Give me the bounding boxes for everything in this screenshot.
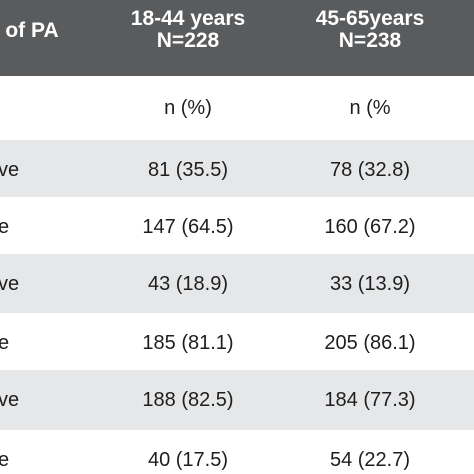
row-label: ve (0, 273, 20, 295)
table-row: e 185 (81.1) 205 (86.1) (0, 313, 474, 374)
cell-18-44: 43 (18.9) (147, 273, 229, 295)
row-label: ve (0, 389, 20, 411)
table-row: ve 188 (82.5) 184 (77.3) (0, 370, 474, 431)
header-45-65-years: 45-65years N=238 (290, 8, 450, 68)
cell-45-65: 184 (77.3) (324, 389, 416, 411)
table-row: n (%) n (% (0, 76, 474, 140)
cell-45-65: 54 (22.7) (329, 449, 411, 471)
cell-18-44: 188 (82.5) (142, 389, 234, 411)
table-row: ve 43 (18.9) 33 (13.9) (0, 254, 474, 315)
table-row: e 147 (64.5) 160 (67.2) (0, 197, 474, 258)
header-line: 18-44 years (130, 7, 246, 30)
header-line: 45-65years (315, 7, 425, 30)
cell-18-44: n (%) (164, 97, 212, 119)
cell-45-65: n (% (349, 97, 391, 119)
header-line: N=238 (338, 29, 402, 52)
header-line: N=228 (156, 29, 220, 52)
row-label: ve (0, 159, 20, 181)
header-line: el of PA (0, 19, 59, 42)
cell-45-65: 205 (86.1) (324, 332, 416, 354)
row-label: e (0, 332, 10, 354)
table-row: e 40 (17.5) 54 (22.7) (0, 430, 474, 474)
row-label (0, 76, 98, 137)
row-label: e (0, 216, 10, 238)
cell-18-44: 185 (81.1) (142, 332, 234, 354)
cell-18-44: 40 (17.5) (147, 449, 229, 471)
cell-18-44: 147 (64.5) (142, 216, 234, 238)
header-18-44-years: 18-44 years N=228 (108, 8, 268, 68)
cell-18-44: 81 (35.5) (147, 159, 229, 181)
cell-45-65: 33 (13.9) (329, 273, 411, 295)
table-header: el of PA 18-44 years N=228 45-65years N=… (0, 0, 474, 76)
cell-45-65: 78 (32.8) (329, 159, 411, 181)
cell-45-65: 160 (67.2) (324, 216, 416, 238)
row-label: e (0, 449, 10, 471)
header-level-of-pa: el of PA (0, 20, 102, 42)
table-row: ve 81 (35.5) 78 (32.8) (0, 140, 474, 201)
